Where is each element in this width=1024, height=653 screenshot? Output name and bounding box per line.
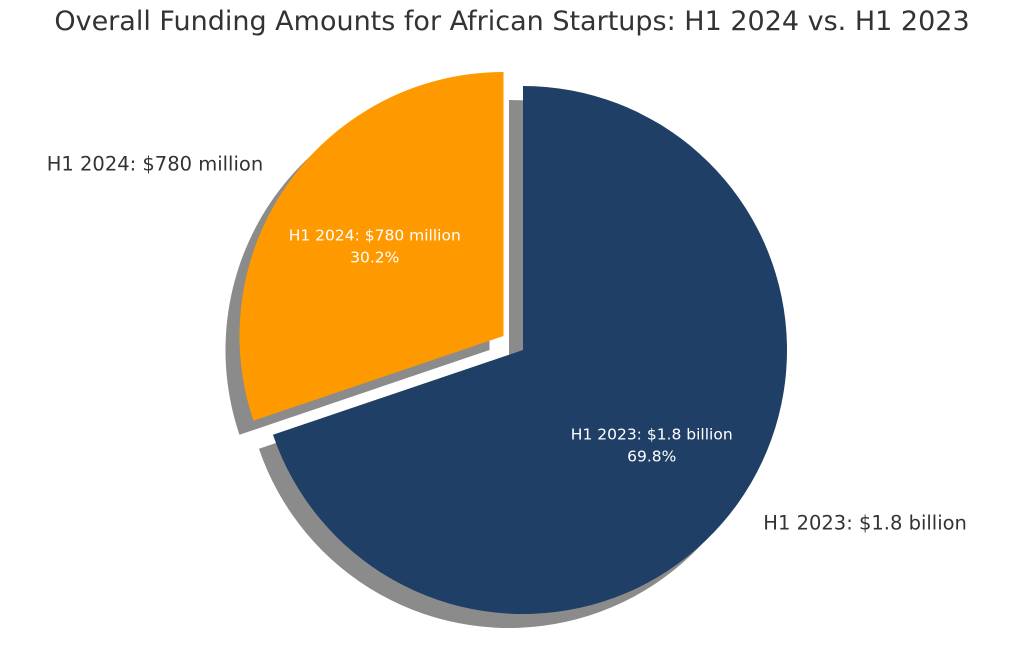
inner-percent-label-h1-2024: 30.2%: [350, 249, 399, 267]
inner-percent-label-h1-2023: 69.8%: [627, 447, 676, 465]
pie-slice-layer: [239, 72, 787, 614]
outer-label-h1-2024: H1 2024: $780 million: [47, 153, 263, 176]
chart-title: Overall Funding Amounts for African Star…: [54, 6, 970, 37]
pie-slice-h1-2024: [239, 72, 504, 421]
outer-label-h1-2023: H1 2023: $1.8 billion: [763, 511, 967, 534]
inner-value-label-h1-2023: H1 2023: $1.8 billion: [571, 425, 733, 443]
inner-value-label-h1-2024: H1 2024: $780 million: [289, 227, 461, 245]
pie-label-layer: H1 2024: $780 million H1 2024: $780 milli…: [47, 153, 967, 535]
pie-slice-h1-2023: [272, 86, 787, 614]
